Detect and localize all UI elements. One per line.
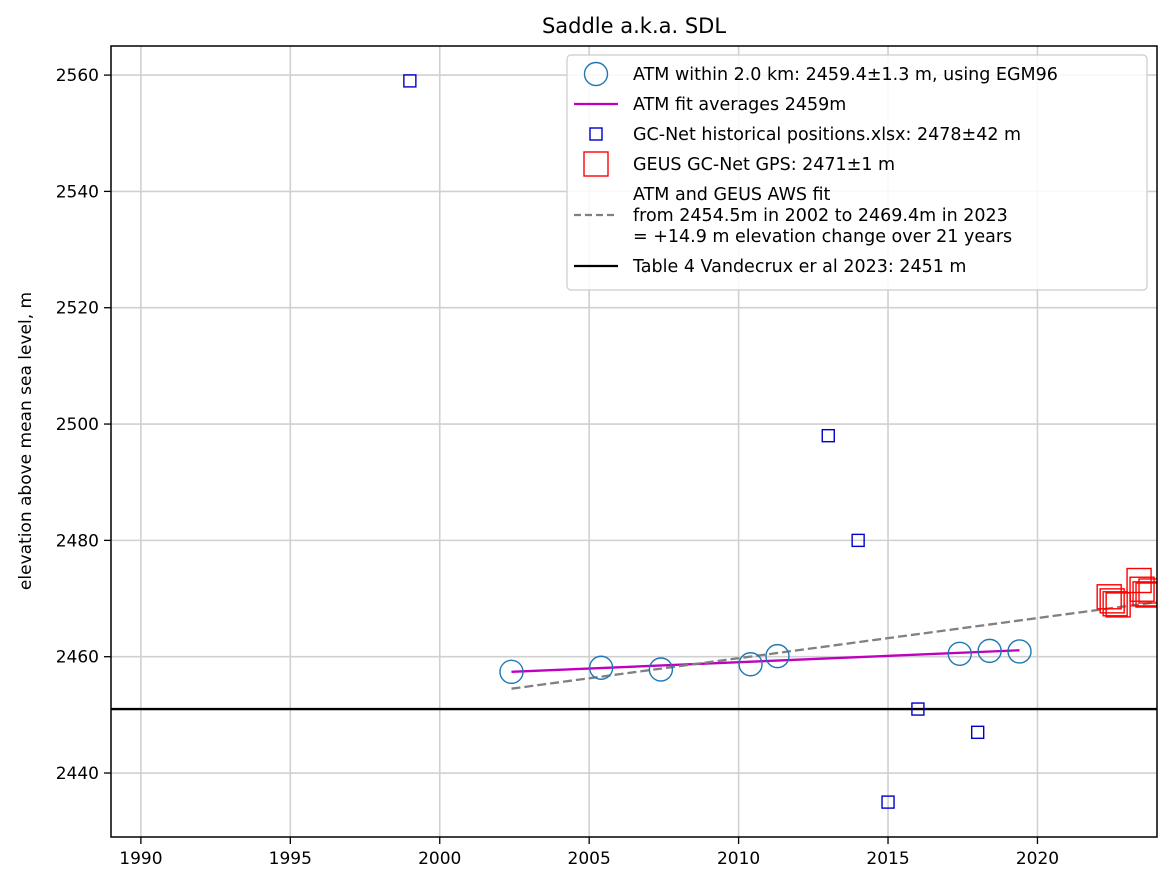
series-0-point [765, 643, 790, 669]
axis-ticks: 1990 1995 2000 2005 2010 2015 2020 2440 2460 2480… [56, 66, 1059, 869]
series-0-point [977, 638, 1002, 664]
series-0-point [947, 641, 972, 666]
series-3-point [1099, 588, 1125, 614]
y-tick-label: 2460 [56, 648, 99, 668]
legend-label: Table 4 Vandecrux er al 2023: 2451 m [632, 257, 966, 277]
legend: ATM within 2.0 km: 2459.4±1.3 m, using E… [566, 54, 1148, 291]
series-2-point [403, 74, 417, 88]
series-3-point [1138, 578, 1157, 604]
y-tick-label: 2440 [56, 764, 99, 784]
legend-entry: GC-Net historical positions.xlsx: 2478±4… [589, 125, 1021, 145]
plot-series [111, 74, 1157, 809]
series-0-point [738, 652, 763, 677]
series-2-point [970, 725, 985, 740]
legend-entry: ATM within 2.0 km: 2459.4±1.3 m, using E… [583, 61, 1058, 87]
legend-label: ATM fit averages 2459m [633, 95, 846, 115]
plot-area [111, 74, 1157, 809]
legend-label: GEUS GC-Net GPS: 2471±1 m [633, 155, 895, 175]
legend-marker [583, 151, 609, 177]
series-3-point [1129, 576, 1155, 602]
series-3-point [1132, 581, 1157, 607]
series-0-point [648, 657, 674, 682]
x-tick-label: 2015 [866, 849, 909, 869]
y-tick-label: 2540 [56, 182, 99, 202]
axes-frame [110, 45, 1158, 838]
series-3-point [1135, 582, 1157, 608]
x-tick-label: 1990 [119, 849, 162, 869]
legend-entry: ATM fit averages 2459m [574, 95, 846, 115]
series-2-point [911, 702, 925, 716]
legend-entry: Table 4 Vandecrux er al 2023: 2451 m [574, 257, 966, 277]
legend-label: GC-Net historical positions.xlsx: 2478±4… [633, 125, 1021, 145]
series-3-point [1102, 591, 1128, 617]
y-tick-label: 2520 [56, 299, 99, 319]
series-2-point [881, 795, 895, 809]
legend-label: ATM and GEUS AWS fit [633, 185, 831, 205]
chart-title: Saddle a.k.a. SDL [542, 14, 726, 38]
series-2-point [821, 428, 835, 443]
y-tick-label: 2500 [56, 415, 99, 435]
legend-box [566, 54, 1148, 291]
series-2-point [851, 533, 865, 548]
y-axis-label: elevation above mean sea level, m [16, 292, 36, 590]
x-tick-label: 2010 [717, 849, 760, 869]
x-tick-label: 2000 [418, 849, 461, 869]
legend-marker [589, 127, 603, 141]
y-tick-label: 2560 [56, 66, 99, 86]
x-tick-label: 1995 [269, 849, 312, 869]
series-3-point [1105, 592, 1131, 618]
series-3-point [1096, 584, 1122, 610]
legend-label: ATM within 2.0 km: 2459.4±1.3 m, using E… [633, 65, 1058, 85]
legend-label: from 2454.5m in 2002 to 2469.4m in 2023 [633, 206, 1008, 226]
x-tick-label: 2020 [1016, 849, 1059, 869]
legend-label: = +14.9 m elevation change over 21 years [633, 227, 1012, 247]
series-0-point [588, 655, 614, 680]
y-tick-label: 2480 [56, 531, 99, 551]
series-0-point [499, 659, 524, 685]
series-line-4 [511, 600, 1157, 690]
series-line-1 [511, 649, 1020, 673]
series-0-point [1007, 639, 1032, 664]
legend-marker [583, 61, 609, 87]
x-tick-label: 2005 [568, 849, 611, 869]
legend-entry: GEUS GC-Net GPS: 2471±1 m [583, 151, 895, 177]
